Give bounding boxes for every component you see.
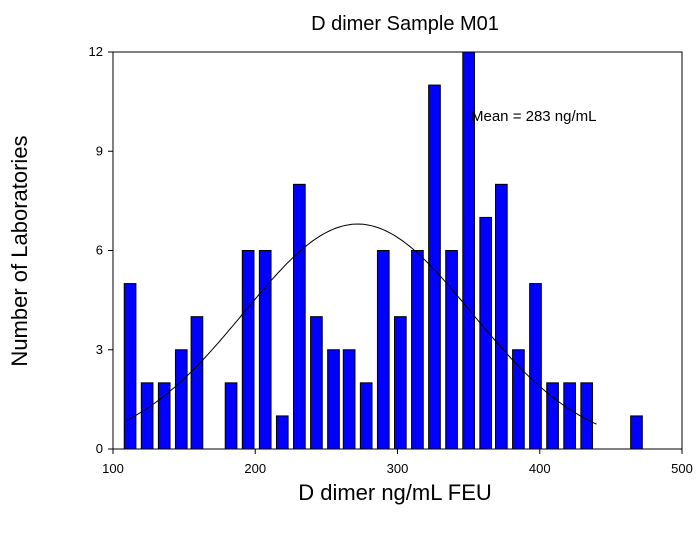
histogram-bar xyxy=(630,415,643,450)
y-tick-label: 0 xyxy=(96,441,103,456)
y-axis-ticks: 0 3 6 9 12 xyxy=(89,44,113,456)
chart-title: D dimer Sample M01 xyxy=(311,13,499,35)
histogram-bar xyxy=(479,216,493,450)
histogram-bar xyxy=(580,382,594,450)
y-tick-label: 3 xyxy=(96,342,103,357)
normal-fit-curve xyxy=(126,223,597,425)
x-tick-label: 300 xyxy=(387,461,409,476)
histogram-bar xyxy=(224,382,238,450)
x-axis-ticks: 100 200 300 400 500 xyxy=(102,449,693,476)
histogram-bar xyxy=(293,183,306,450)
histogram-bar xyxy=(394,316,407,450)
histogram-bar xyxy=(376,250,390,450)
histogram-bar xyxy=(327,349,340,450)
histogram-bar xyxy=(359,382,373,450)
bars-group xyxy=(123,51,643,450)
y-axis-label: Number of Laboratories xyxy=(7,135,32,366)
mean-annotation: Mean = 283 ng/mL xyxy=(471,108,597,125)
x-tick-label: 100 xyxy=(102,461,124,476)
x-axis-label: D dimer ng/mL FEU xyxy=(298,480,492,505)
histogram-bar xyxy=(342,349,356,450)
histogram-bar xyxy=(462,51,475,450)
y-tick-label: 9 xyxy=(96,143,103,158)
histogram-bar xyxy=(140,382,154,450)
x-tick-label: 200 xyxy=(244,461,266,476)
histogram-bar xyxy=(529,283,542,450)
histogram-bar xyxy=(258,250,272,450)
histogram-bar xyxy=(157,382,171,450)
histogram-bar xyxy=(428,84,441,450)
histogram-bar xyxy=(275,415,289,450)
histogram-bar xyxy=(123,283,137,450)
histogram-bar xyxy=(495,183,508,450)
x-tick-label: 500 xyxy=(671,461,693,476)
histogram-bar xyxy=(310,316,323,450)
histogram-bar xyxy=(174,349,188,450)
histogram-bar xyxy=(241,250,255,450)
histogram-bar xyxy=(190,316,204,450)
y-tick-label: 6 xyxy=(96,243,103,258)
y-tick-label: 12 xyxy=(89,44,103,59)
histogram-bar xyxy=(512,349,525,450)
x-tick-label: 400 xyxy=(529,461,551,476)
histogram-bar xyxy=(546,382,559,450)
histogram-bar xyxy=(411,250,424,450)
histogram-bar xyxy=(445,250,458,450)
histogram-bar xyxy=(563,382,576,450)
